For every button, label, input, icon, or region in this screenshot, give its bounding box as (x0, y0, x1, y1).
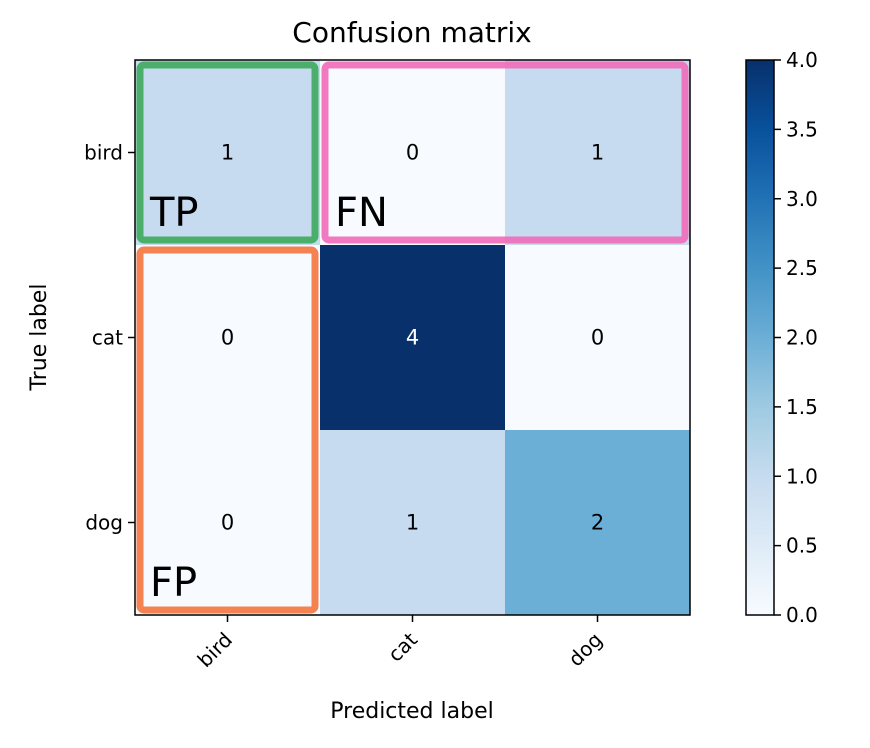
heatmap-cell (135, 245, 321, 431)
cell-value-label: 1 (591, 141, 604, 165)
colorbar-tick-label: 0.5 (786, 534, 818, 558)
chart-title: Confusion matrix (292, 16, 531, 49)
heatmap-cell (505, 60, 691, 246)
colorbar-tick-label: 1.0 (786, 464, 818, 488)
colorbar-tick-label: 2.0 (786, 326, 818, 350)
y-tick-label: cat (92, 326, 123, 350)
annotation-box-fp (136, 246, 319, 614)
heatmap-cell (320, 430, 506, 616)
annotation-box-tp (136, 61, 319, 244)
annotation-label-fp: FP (150, 560, 197, 606)
colorbar-tick-label: 3.5 (786, 117, 818, 141)
y-axis-ticks: bird cat dog (84, 141, 135, 535)
heatmap-cell (135, 60, 321, 246)
cell-value-label: 0 (591, 326, 604, 350)
heatmap-cells (135, 60, 691, 616)
colorbar-tick-label: 3.0 (786, 187, 818, 211)
colorbar-tick-label: 1.5 (786, 395, 818, 419)
colorbar-gradient (746, 60, 774, 615)
x-tick-label: bird (193, 628, 237, 672)
cell-value-label: 4 (406, 326, 419, 350)
colorbar-tick-label: 0.0 (786, 603, 818, 627)
y-tick-label: bird (84, 141, 123, 165)
heatmap-cell (505, 430, 691, 616)
cell-value-label: 0 (406, 141, 419, 165)
y-axis-label: True label (27, 284, 52, 392)
y-tick-label: dog (85, 511, 123, 535)
annotation-box-fn (321, 61, 689, 244)
cell-value-label: 2 (591, 511, 604, 535)
cell-value-label: 0 (221, 326, 234, 350)
colorbar: 0.0 0.5 1.0 1.5 2.0 2.5 3.0 3.5 4.0 (745, 48, 818, 627)
x-tick-label: cat (383, 627, 422, 666)
cell-value-label: 1 (406, 511, 419, 535)
colorbar-tick-label: 4.0 (786, 48, 818, 72)
x-tick-label: dog (563, 628, 607, 672)
cell-value-label: 1 (221, 141, 234, 165)
annotation-label-tp: TP (149, 190, 199, 236)
heatmap-cell (320, 245, 506, 431)
colorbar-tick-label: 2.5 (786, 256, 818, 280)
heatmap-cell (135, 430, 321, 616)
heatmap-cell (320, 60, 506, 246)
x-axis-label: Predicted label (330, 699, 493, 724)
x-axis-ticks: bird cat dog (193, 615, 607, 672)
cell-value-label: 0 (221, 511, 234, 535)
annotation-label-fn: FN (335, 190, 388, 236)
heatmap-cell (505, 245, 691, 431)
region-annotations: TP FN FP (136, 61, 689, 614)
heatmap-cell-labels: 1 0 1 0 4 0 0 1 2 (221, 141, 604, 535)
